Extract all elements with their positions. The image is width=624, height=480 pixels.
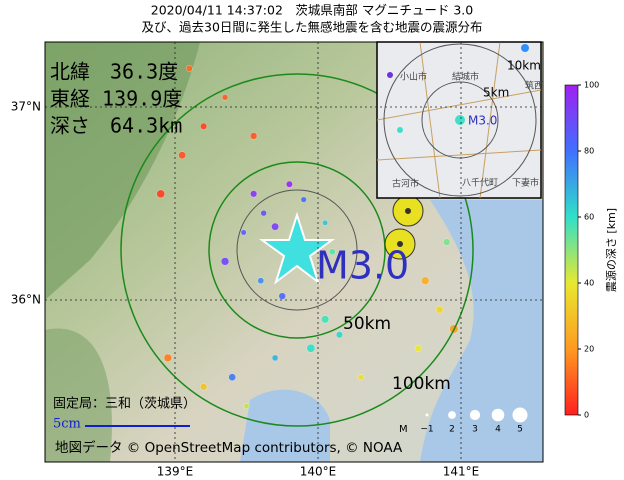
hypocenter: [306, 343, 316, 353]
latitude: 北緯 36.3度: [50, 60, 178, 84]
x-tick-label: 139°E: [157, 465, 194, 479]
inset-ring-label: 10km: [507, 59, 541, 73]
hypocenter: [200, 122, 208, 130]
legend-label: 2: [449, 425, 455, 435]
magnitude-label: M3.0: [316, 244, 409, 288]
station: 固定局：三和（茨城県）: [53, 397, 196, 412]
hypocenter: [321, 315, 330, 324]
hypocenter: [286, 180, 293, 188]
hypocenter: [200, 383, 208, 391]
hypocenter: [271, 222, 279, 231]
ring-label: 50km: [343, 314, 391, 334]
hypocenter: [357, 374, 364, 381]
colorbar-tick-label: 20: [584, 345, 594, 354]
credit: 地図データ © OpenStreetMap contributors, © NO…: [55, 439, 403, 456]
colorbar-tick-label: 100: [584, 81, 599, 90]
hypocenter: [156, 189, 165, 199]
hypocenter: [328, 248, 336, 256]
hypocenter: [336, 331, 343, 339]
hypocenter: [240, 229, 247, 236]
legend-label: −1: [420, 425, 433, 435]
place: 八千代町: [462, 178, 498, 189]
place: 下妻市: [512, 177, 539, 189]
x-tick-label: 140°E: [300, 465, 337, 479]
inset-magnitude: M3.0: [468, 114, 497, 128]
hypocenter: [300, 196, 307, 203]
colorbar-tick-label: 0: [584, 411, 589, 420]
hypocenter: [257, 277, 265, 284]
y-tick-label: 36°N: [11, 293, 41, 307]
depth: 深さ 64.3km: [50, 114, 182, 138]
hypocenter: [260, 210, 267, 217]
hypocenter: [435, 305, 444, 314]
place: 古河市: [392, 178, 419, 190]
scale-label: 5cm: [53, 417, 81, 432]
legend-marker: [469, 409, 481, 421]
colorbar-tick-label: 80: [584, 147, 594, 156]
colorbar-tick-label: 60: [584, 213, 594, 222]
hypocenter: [178, 151, 186, 160]
colorbar: [564, 84, 579, 416]
legend-label: 4: [495, 425, 501, 435]
place: 結城市: [452, 71, 479, 83]
title: 2020/04/11 14:37:02 茨城県南部 マグニチュード 3.0: [151, 3, 474, 18]
hypocenter: [185, 65, 193, 72]
legend-marker: [448, 411, 456, 419]
hypocenter: [221, 257, 230, 266]
inset: 10km 5km M3.0 小山市 結城市 古河市 八千代町 下妻市 筑西: [376, 41, 543, 199]
hypocenter: [250, 190, 258, 198]
hypocenter: [271, 354, 279, 362]
hypocenter: [414, 344, 422, 352]
map-frame: [44, 41, 544, 463]
longitude: 東経 139.9度: [50, 87, 182, 111]
ring-label: 100km: [392, 374, 451, 394]
rings: [120, 73, 474, 427]
place: 筑西: [525, 80, 543, 92]
hypocenter: [250, 132, 258, 140]
legend-label: 3: [472, 425, 478, 435]
subtitle: 及び、過去30日間に発生した無感地震を含む地震の震源分布: [142, 20, 483, 35]
hypocenter: [221, 94, 229, 101]
legend-title: M: [399, 424, 408, 435]
hypocenter: [243, 403, 250, 410]
hypocenter: [443, 238, 451, 246]
epicenter-star: [258, 211, 336, 285]
place: 小山市: [400, 71, 427, 83]
hypocenter: [278, 292, 286, 300]
hypocenter: [228, 373, 236, 381]
colorbar-label: 震源の深さ [km]: [604, 208, 618, 292]
hypocenter: [421, 276, 430, 285]
x-tick-label: 141°E: [443, 465, 480, 479]
colorbar-tick-label: 40: [584, 279, 594, 288]
legend-marker: [512, 407, 528, 423]
legend-label: 5: [517, 425, 523, 435]
info: 北緯 36.3度 東経 139.9度 深さ 64.3km: [50, 60, 182, 138]
inset-ring-label: 5km: [483, 86, 509, 100]
hypocenter: [163, 353, 172, 362]
hypocenter: [322, 219, 328, 226]
legend-marker: [425, 413, 429, 417]
legend-marker: [491, 408, 505, 422]
y-tick-label: 37°N: [11, 100, 41, 114]
